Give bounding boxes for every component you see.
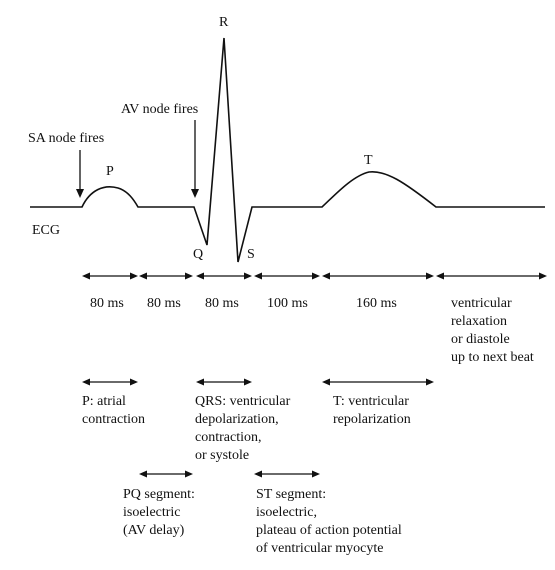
sa-node-pointer-head bbox=[76, 189, 84, 198]
phase-arrow-head bbox=[82, 378, 90, 386]
s-wave-label: S bbox=[247, 247, 255, 262]
segment-arrow-head bbox=[185, 470, 193, 478]
segment-arrow-head bbox=[254, 470, 262, 478]
interval-arrow-head bbox=[185, 272, 193, 280]
interval-label-st: 100 ms bbox=[267, 296, 308, 311]
interval-arrow-head bbox=[196, 272, 204, 280]
segment-arrow-head bbox=[139, 470, 147, 478]
interval-label-diastole: ventricular relaxation or diastole up to… bbox=[451, 296, 534, 365]
phase-arrow-head bbox=[244, 378, 252, 386]
av-node-pointer-head bbox=[191, 189, 199, 198]
interval-arrow-head bbox=[244, 272, 252, 280]
phase-label-p: P: atrial contraction bbox=[82, 394, 145, 427]
segment-label-pq: PQ segment: isoelectric (AV delay) bbox=[123, 487, 198, 538]
interval-label-p: 80 ms bbox=[90, 296, 124, 311]
phase-arrows bbox=[82, 378, 434, 386]
p-wave-label: P bbox=[106, 164, 114, 179]
phase-arrow-head bbox=[130, 378, 138, 386]
ecg-trace bbox=[30, 37, 545, 263]
interval-label-qrs: 80 ms bbox=[205, 296, 239, 311]
phase-label-t: T: ventricular repolarization bbox=[333, 394, 412, 427]
phase-arrow-head bbox=[322, 378, 330, 386]
segment-arrows bbox=[139, 470, 320, 478]
interval-arrow-head bbox=[426, 272, 434, 280]
ecg-label: ECG bbox=[32, 223, 60, 238]
q-wave-label: Q bbox=[193, 247, 203, 262]
interval-label-pq: 80 ms bbox=[147, 296, 181, 311]
interval-arrow-head bbox=[82, 272, 90, 280]
phase-arrow-head bbox=[426, 378, 434, 386]
interval-arrow-head bbox=[312, 272, 320, 280]
interval-label-t: 160 ms bbox=[356, 296, 397, 311]
segment-label-st: ST segment: isoelectric, plateau of acti… bbox=[256, 487, 405, 556]
interval-arrow-head bbox=[322, 272, 330, 280]
phase-arrow-head bbox=[196, 378, 204, 386]
interval-arrow-head bbox=[139, 272, 147, 280]
phase-label-qrs: QRS: ventricular depolarization, contrac… bbox=[195, 394, 294, 463]
timing-arrows bbox=[82, 272, 547, 280]
interval-arrow-head bbox=[130, 272, 138, 280]
interval-arrow-head bbox=[539, 272, 547, 280]
sa-node-label: SA node fires bbox=[28, 131, 104, 146]
av-node-label: AV node fires bbox=[121, 102, 198, 117]
interval-arrow-head bbox=[254, 272, 262, 280]
segment-arrow-head bbox=[312, 470, 320, 478]
interval-arrow-head bbox=[436, 272, 444, 280]
t-wave-label: T bbox=[364, 153, 373, 168]
r-wave-label: R bbox=[219, 15, 229, 30]
